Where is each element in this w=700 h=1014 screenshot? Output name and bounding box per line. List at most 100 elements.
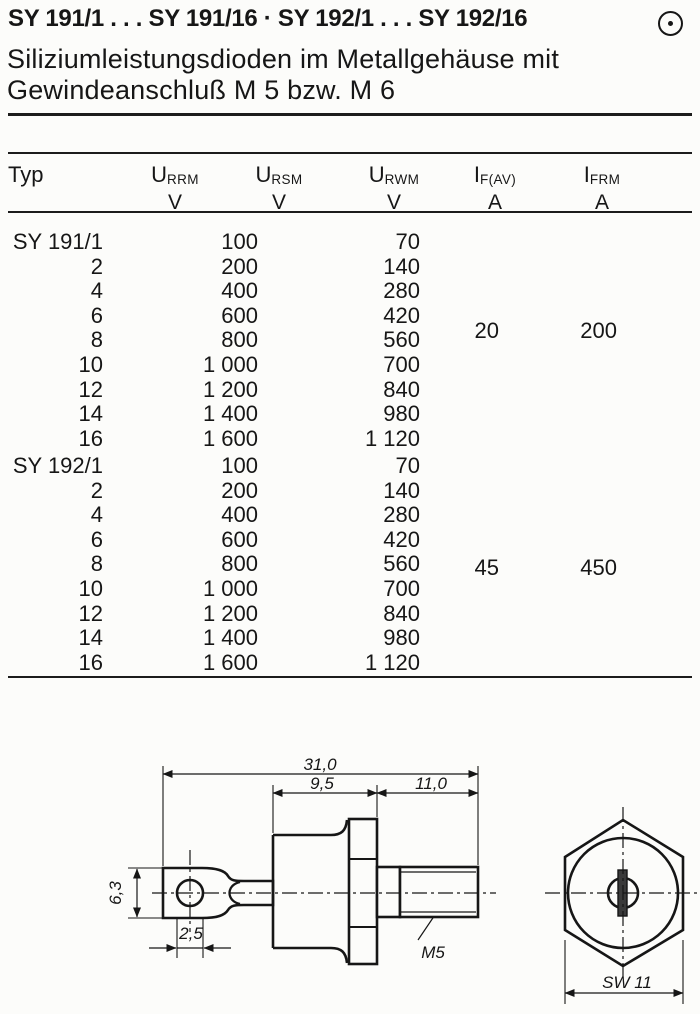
type-cell: 2 — [90, 477, 103, 503]
urrm-ursm-cell: 400 — [221, 502, 258, 528]
table-row: 6 600 420 — [0, 302, 700, 329]
table-row: 16 1 600 1 120 — [0, 425, 700, 452]
table-header-rule — [8, 211, 692, 213]
dim-lug-width-label: 6,3 — [106, 881, 125, 905]
urwm-cell: 700 — [383, 351, 420, 377]
urwm-cell: 560 — [383, 327, 420, 353]
urwm-cell: 140 — [383, 253, 420, 279]
type-cell: SY 192/1 — [12, 453, 103, 478]
table-row: SY 191/1 100 70 — [0, 229, 700, 255]
circled-dot-icon-center — [668, 21, 673, 26]
type-cell: 14 — [78, 625, 103, 651]
type-cell: SY 191/1 — [12, 229, 103, 254]
urwm-cell: 980 — [383, 625, 420, 651]
col-header-urwm-unit: V — [386, 191, 401, 214]
dim-hole-diameter-label: 2,5 — [178, 924, 203, 943]
urwm-cell: 560 — [383, 551, 420, 577]
stud-collar — [375, 865, 402, 919]
col-header-urrm: URRM V — [120, 163, 230, 215]
table-row: SY 192/1 100 70 — [0, 453, 700, 479]
col-header-ursm-unit: V — [271, 191, 286, 214]
col-header-ursm-subscript: RSM — [271, 172, 303, 187]
col-header-ifav-subscript: F(AV) — [479, 172, 517, 187]
urrm-ursm-cell: 800 — [221, 327, 258, 353]
diode-body — [271, 819, 349, 964]
type-cell: 4 — [90, 502, 103, 528]
col-header-ifrm: IFRM A — [547, 163, 657, 215]
col-header-ifrm-subscript: FRM — [589, 172, 621, 187]
urrm-ursm-cell: 1 400 — [202, 401, 258, 427]
col-header-ifav-unit: A — [487, 191, 502, 214]
col-header-urwm-subscript: RWM — [384, 172, 420, 187]
urwm-cell: 1 120 — [364, 425, 420, 451]
urwm-cell: 280 — [383, 278, 420, 304]
table-row: 10 1 000 700 — [0, 351, 700, 378]
type-cell: 6 — [90, 302, 103, 328]
page-title: SY 191/1 . . . SY 191/16 · SY 192/1 . . … — [8, 5, 528, 32]
col-header-urrm-unit: V — [167, 191, 182, 214]
type-cell: 10 — [78, 575, 103, 601]
circled-dot-icon — [658, 11, 683, 36]
urwm-cell: 700 — [383, 575, 420, 601]
dim-stud-length-label: 11,0 — [415, 774, 447, 793]
group-ifav-value: 20 — [474, 318, 499, 343]
type-cell: 8 — [90, 551, 103, 577]
table-row: 8 800 560 — [0, 552, 700, 577]
page-subtitle-line1: Siliziumleistungsdioden im Metallgehäuse… — [7, 44, 560, 74]
urwm-cell: 420 — [383, 302, 420, 328]
urrm-ursm-cell: 600 — [221, 526, 258, 552]
type-cell: 16 — [78, 649, 103, 675]
type-cell: 6 — [90, 526, 103, 552]
col-header-urrm-symbol: U — [151, 162, 167, 187]
urrm-ursm-cell: 100 — [221, 453, 258, 478]
urrm-ursm-cell: 1 600 — [202, 425, 258, 451]
lead-crimp-arc — [228, 880, 241, 906]
thread-root-lines — [401, 871, 476, 913]
urrm-ursm-cell: 400 — [221, 278, 258, 304]
table-row: 12 1 200 840 — [0, 600, 700, 627]
table-row: 8 800 560 — [0, 328, 700, 353]
header-divider — [8, 113, 692, 116]
hex-end-view — [545, 807, 700, 1004]
col-header-ifrm-unit: A — [594, 191, 609, 214]
col-header-ursm: URSM V — [224, 163, 334, 215]
wrench-size-label: SW 11 — [602, 973, 652, 992]
type-cell: 16 — [78, 425, 103, 451]
hex-centerlines — [545, 807, 700, 978]
table-row: 10 1 000 700 — [0, 575, 700, 602]
package-drawing: 31,0 9,5 11,0 6,3 2,5 M5 SW 11 — [106, 755, 700, 1004]
urrm-ursm-cell: 800 — [221, 551, 258, 577]
type-cell: 2 — [90, 253, 103, 279]
col-header-typ-label: Typ — [8, 162, 44, 187]
table-row: 14 1 400 980 — [0, 626, 700, 651]
col-header-urrm-subscript: RRM — [166, 172, 199, 187]
dim-overall-length-label: 31,0 — [303, 755, 337, 774]
urwm-cell: 70 — [395, 453, 420, 478]
urwm-cell: 420 — [383, 526, 420, 552]
hex-flange — [347, 817, 379, 966]
urwm-cell: 70 — [395, 229, 420, 254]
side-view — [128, 766, 496, 966]
urrm-ursm-cell: 1 200 — [202, 600, 258, 626]
table-row: 12 1 200 840 — [0, 377, 700, 403]
col-header-typ: Typ — [8, 163, 43, 187]
col-header-ifav: IF(AV) A — [440, 163, 550, 215]
urwm-cell: 280 — [383, 502, 420, 528]
urrm-ursm-cell: 1 000 — [202, 575, 258, 601]
page-subtitle-line2: Gewindeanschluß M 5 bzw. M 6 — [7, 75, 396, 105]
table-row: 4 400 280 — [0, 503, 700, 528]
group-ifrm-value: 450 — [580, 555, 617, 580]
urrm-ursm-cell: 1 600 — [202, 649, 258, 675]
dimension-lines — [133, 770, 479, 952]
dim-body-length-label: 9,5 — [310, 774, 334, 793]
urrm-ursm-cell: 1 000 — [202, 351, 258, 377]
table-row: 2 200 140 — [0, 253, 700, 280]
urrm-ursm-cell: 200 — [221, 477, 258, 503]
col-header-urwm: URWM V — [339, 163, 449, 215]
group-ifav-value: 45 — [474, 555, 499, 580]
urwm-cell: 1 120 — [364, 649, 420, 675]
urwm-cell: 840 — [383, 600, 420, 626]
